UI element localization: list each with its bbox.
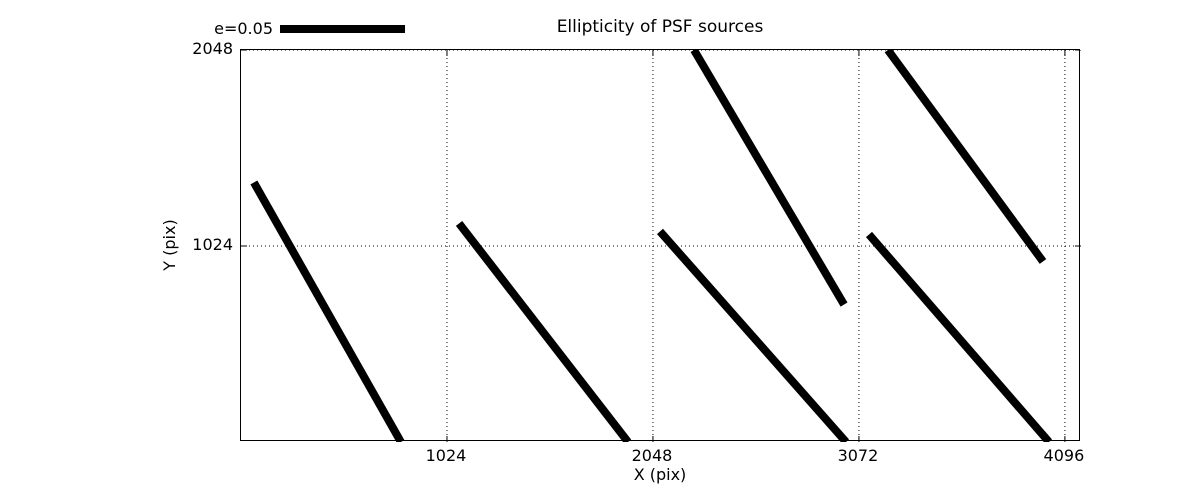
whisker-segment [656,228,850,442]
x-tick-label: 4096 [1043,446,1085,465]
legend-label: e=0.05 [214,19,273,38]
whisker-segment [250,180,405,442]
x-axis-label: X (pix) [633,465,687,484]
plot-wrap: 1024 2048 3072 4096 1024 2048 [192,40,1084,465]
chart-title: Ellipticity of PSF sources [556,17,764,37]
x-tick-label: 1024 [425,446,467,465]
x-tick-label: 2048 [631,446,673,465]
y-tick-label: 1024 [192,235,233,254]
legend-scale-bar [280,25,405,33]
x-tick-label: 3072 [837,446,879,465]
plot-canvas [241,50,1081,442]
whisker-segment [690,50,848,307]
whisker-segment [884,50,1047,264]
whisker-segment [865,231,1053,442]
whisker-segment [455,220,632,442]
legend: e=0.05 [0,20,420,40]
plot-area [240,49,1081,442]
y-tick-label: 2048 [192,39,233,58]
